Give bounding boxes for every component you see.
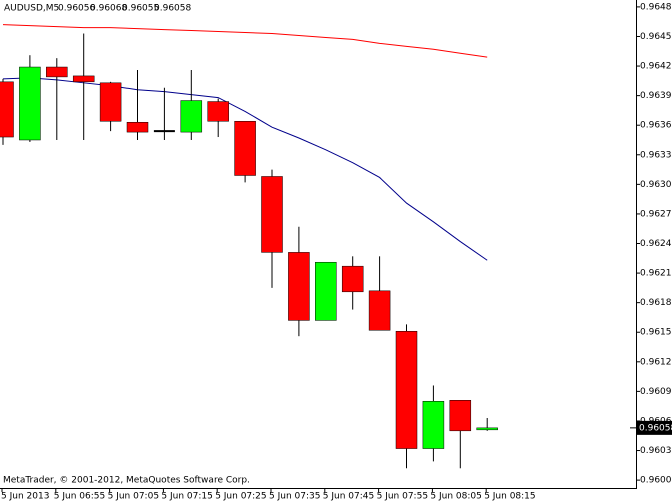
ohlc-low: 0.96055	[122, 4, 159, 14]
ohlc-open: 0.96056	[58, 4, 95, 14]
x-tick-label: 5 Jun 07:45	[323, 492, 374, 502]
candle-body	[46, 66, 68, 78]
candle-body	[0, 81, 14, 138]
candle-body	[395, 330, 418, 449]
y-tick-label: 0.96275	[640, 209, 672, 219]
y-tick-label: 0.96365	[640, 121, 672, 131]
x-tick-label: 5 Jun 07:25	[215, 492, 266, 502]
ohlc-high: 0.96068	[90, 4, 127, 14]
y-tick-label: 0.96425	[640, 62, 672, 72]
candle-body	[234, 121, 256, 176]
candle-body	[449, 400, 472, 432]
x-tick-label: 5 Jun 07:15	[161, 492, 212, 502]
candle-body	[476, 427, 498, 431]
y-tick-label: 0.96035	[640, 446, 672, 456]
moving-average	[2, 24, 488, 58]
candle-body	[261, 176, 283, 253]
y-tick-label: 0.96485	[640, 2, 672, 12]
ohlc-close: 0.96058	[154, 4, 191, 14]
y-tick-label: 0.96455	[640, 32, 672, 42]
candle-body	[315, 261, 337, 321]
x-tick-label: 5 Jun 07:05	[108, 492, 159, 502]
candle-body	[422, 400, 445, 449]
candle-body	[99, 82, 122, 122]
candle-body	[19, 66, 41, 141]
y-tick-label: 0.96305	[640, 180, 672, 190]
current-price-label: 0.96058	[639, 423, 672, 433]
y-tick-label: 0.96215	[640, 269, 672, 279]
symbol: AUDUSD,M5	[4, 4, 59, 14]
y-tick-label: 0.96245	[640, 239, 672, 249]
y-tick-label: 0.96185	[640, 298, 672, 308]
candle-body	[341, 265, 364, 293]
copyright: MetaTrader, © 2001-2012, MetaQuotes Soft…	[3, 476, 250, 486]
x-tick-label: 5 Jun 08:15	[484, 492, 535, 502]
y-tick-label: 0.96155	[640, 328, 672, 338]
y-tick-label: 0.96095	[640, 387, 672, 397]
candle-body	[180, 100, 203, 133]
candle-body	[72, 75, 95, 83]
candle-body	[126, 121, 149, 133]
x-tick-label: 5 Jun 08:05	[430, 492, 481, 502]
x-tick-label: 5 Jun 2013	[1, 492, 49, 502]
current-price-box	[637, 420, 672, 435]
y-tick-label: 0.96395	[640, 91, 672, 101]
x-tick-label: 5 Jun 06:55	[54, 492, 105, 502]
x-tick-label: 5 Jun 07:35	[269, 492, 320, 502]
x-tick-label: 5 Jun 07:55	[377, 492, 428, 502]
y-tick-label: 0.96335	[640, 150, 672, 160]
y-tick-label: 0.96125	[640, 357, 672, 367]
candle-body	[207, 101, 229, 122]
candle-body	[368, 290, 391, 331]
candle-body	[288, 252, 310, 321]
